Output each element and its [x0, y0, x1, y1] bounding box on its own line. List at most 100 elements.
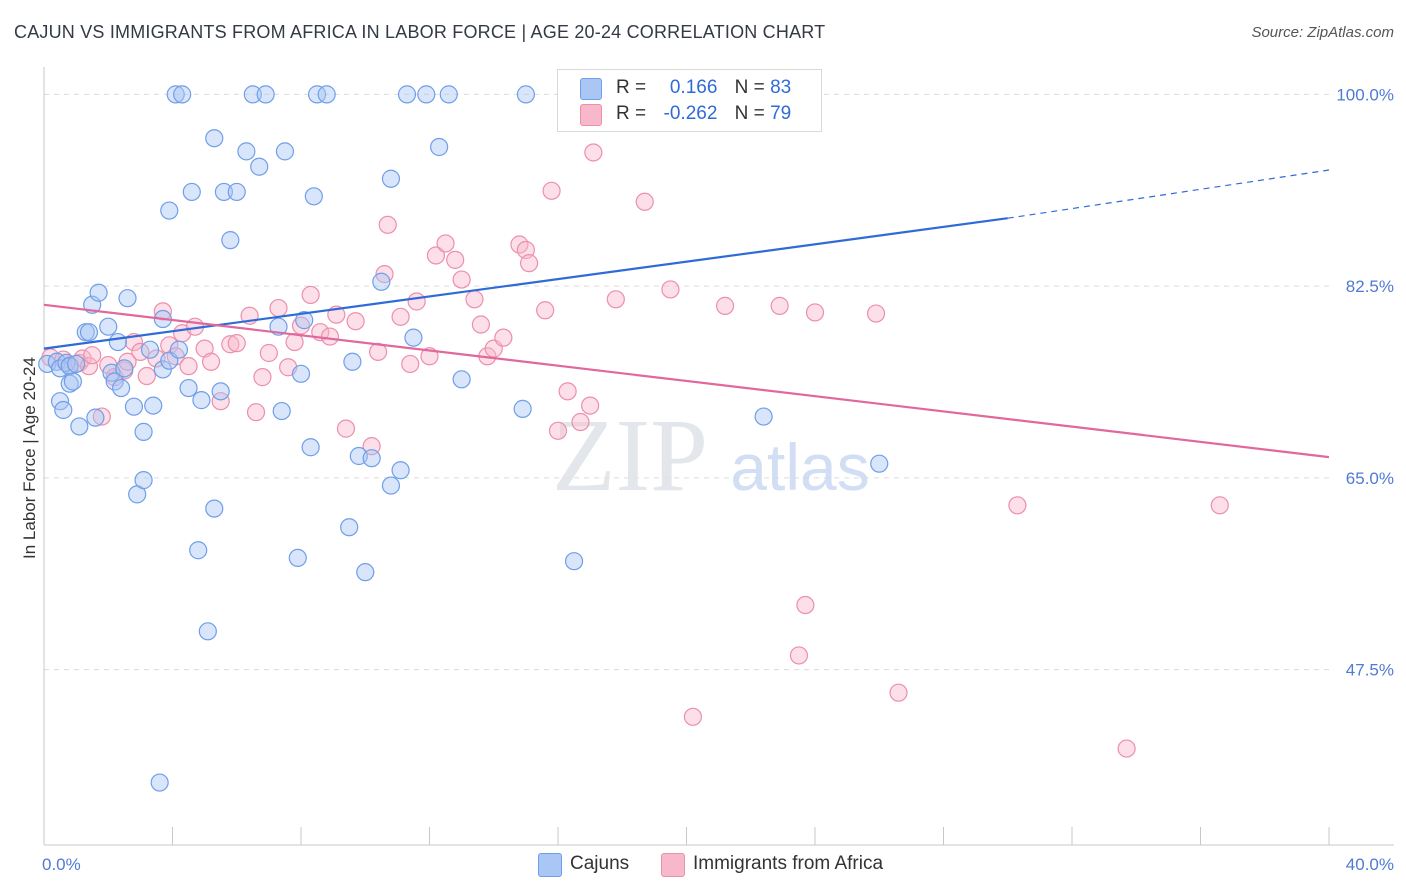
data-point [54, 400, 73, 420]
data-point [137, 366, 156, 386]
data-point [250, 157, 269, 176]
data-point [584, 143, 603, 162]
bottom-legend-label-africa: Immigrants from Africa [693, 853, 884, 874]
data-point [465, 290, 484, 309]
data-point [237, 142, 256, 161]
data-point [407, 292, 426, 311]
data-point [63, 372, 83, 391]
data-point [301, 438, 320, 457]
data-point [111, 378, 131, 398]
data-point [1008, 496, 1027, 515]
data-point [166, 85, 185, 104]
data-point [581, 396, 600, 415]
data-point [391, 307, 410, 326]
legend-n-value-africa: 79 [770, 103, 792, 124]
data-point [661, 280, 680, 299]
data-point [381, 169, 401, 188]
data-point [221, 231, 240, 250]
data-point [304, 187, 323, 206]
legend-r-value-cajuns: 0.166 [669, 77, 718, 98]
legend-n-value-cajuns: 83 [770, 77, 792, 98]
data-point [436, 234, 455, 253]
legend-n-label: N = [734, 77, 765, 98]
data-point [404, 328, 423, 347]
data-point [754, 407, 773, 426]
legend-swatch-africa [580, 104, 602, 126]
trend-line-cajuns-extension [1007, 169, 1330, 219]
data-point [67, 354, 86, 374]
data-point [452, 270, 471, 289]
x-tick-label: 40.0% [1346, 855, 1394, 874]
legend-r-label: R = [616, 77, 647, 98]
data-point [564, 552, 584, 571]
x-tick-label: 0.0% [42, 855, 81, 874]
data-point [160, 201, 179, 220]
data-point [259, 343, 278, 363]
data-point [356, 563, 375, 582]
data-point [89, 283, 108, 302]
data-point [173, 85, 192, 104]
data-point [446, 250, 465, 269]
data-point [182, 182, 201, 202]
data-point [452, 370, 471, 389]
bottom-legend-swatch-africa [661, 853, 685, 877]
data-point [179, 378, 198, 398]
axes [43, 67, 1394, 846]
data-point [372, 272, 391, 291]
data-point [519, 254, 539, 273]
data-point [606, 290, 625, 309]
data-point [227, 182, 246, 202]
y-tick-label: 47.5% [1346, 661, 1394, 680]
data-point [205, 129, 224, 148]
data-point [86, 408, 105, 427]
correlation-legend: R = 0.166 N = 83 R = -0.262 N = 79 [557, 69, 822, 132]
watermark-atlas: atlas [730, 430, 869, 504]
data-point [108, 332, 127, 352]
chart-title: CAJUN VS IMMIGRANTS FROM AFRICA IN LABOR… [14, 22, 826, 42]
watermark: ZIP atlas [552, 398, 870, 513]
data-point [57, 353, 76, 372]
data-point [246, 403, 266, 422]
data-point [134, 471, 153, 490]
series-cajuns [38, 85, 889, 792]
data-point [536, 301, 555, 320]
data-point [272, 401, 291, 421]
data-point [770, 296, 789, 315]
legend-n-label: N = [734, 103, 765, 124]
data-point [144, 396, 163, 415]
data-point [307, 85, 327, 104]
data-point [426, 246, 446, 265]
y-tick-label: 65.0% [1346, 469, 1394, 488]
data-point [513, 399, 532, 418]
data-point [320, 327, 340, 346]
data-point [1117, 739, 1136, 758]
data-point [60, 374, 79, 393]
data-point [805, 303, 825, 322]
data-point [866, 304, 886, 323]
data-point [683, 707, 703, 726]
trend-line-cajuns [43, 217, 1008, 350]
trend-lines [43, 169, 1330, 459]
data-point [381, 476, 401, 495]
data-point [417, 85, 436, 104]
data-point [391, 461, 410, 480]
legend-r-label: R = [616, 103, 647, 124]
data-point [205, 499, 224, 518]
data-point [889, 683, 908, 702]
data-point [243, 85, 262, 104]
data-point [221, 335, 240, 354]
data-point [571, 412, 590, 432]
data-point [291, 364, 311, 383]
data-point [269, 298, 288, 318]
data-point [288, 548, 307, 568]
data-point [558, 382, 577, 401]
data-point [343, 352, 362, 371]
data-point [227, 334, 246, 353]
data-point [189, 541, 208, 560]
data-point [115, 359, 134, 378]
bottom-legend-swatch-cajuns [538, 853, 562, 877]
data-point [211, 392, 230, 411]
data-point [140, 340, 160, 359]
data-point [494, 328, 513, 347]
